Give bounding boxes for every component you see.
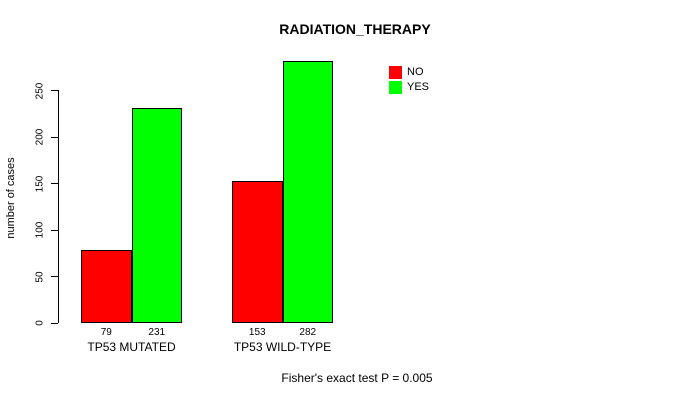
bar-value-label-yes-tp53-mutated: 231 [148,327,166,338]
legend-swatch-no [389,66,402,79]
y-axis-tick-200 [51,136,58,138]
y-axis-tick-100 [51,229,58,231]
legend-label-yes: YES [407,81,430,93]
legend-label-no: NO [407,66,424,78]
y-axis-tick-50 [51,276,58,277]
legend-swatch-yes [389,81,402,94]
y-axis-tick-label-200: 200 [34,128,46,146]
legend-item-yes: YES [389,81,429,94]
y-axis-tick-label-100: 100 [34,221,46,239]
fisher-test-annotation: Fisher's exact test P = 0.005 [281,371,433,385]
x-axis-category-tp53-mutated: TP53 MUTATED [87,340,176,354]
bar-yes-tp53-mutated [131,108,182,323]
y-axis-tick-label-250: 250 [34,82,46,99]
bar-value-label-no-tp53-mutated: 79 [100,327,112,338]
y-axis-line [58,90,59,323]
y-axis-label: number of cases [5,157,17,239]
legend-item-no: NO [389,66,429,79]
bar-no-tp53-wild-type [232,180,283,323]
y-axis-tick-0 [51,322,58,324]
bar-no-tp53-mutated [81,249,132,323]
chart-title: RADIATION_THERAPY [279,21,431,37]
x-axis-category-tp53-wild-type: TP53 WILD-TYPE [233,340,332,354]
bar-value-label-no-tp53-wild-type: 153 [248,327,266,338]
y-axis-tick-label-0: 0 [34,320,46,326]
legend: NO YES [389,66,429,96]
y-axis-tick-label-50: 50 [34,270,46,283]
y-axis-tick-label-150: 150 [34,175,46,192]
bar-yes-tp53-wild-type [282,60,333,323]
bar-value-label-yes-tp53-wild-type: 282 [299,327,317,338]
y-axis-tick-150 [51,183,58,184]
y-axis-tick-250 [51,90,58,91]
